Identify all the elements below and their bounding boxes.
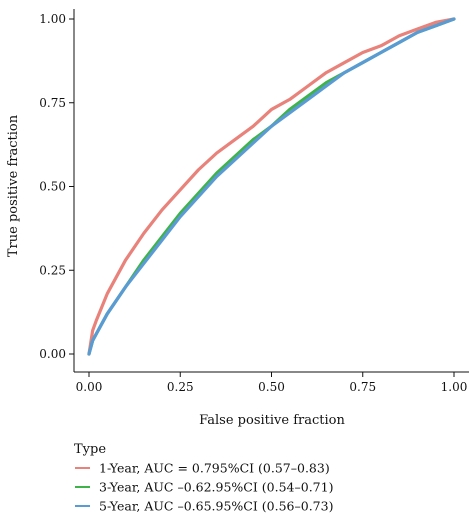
- roc-curve-3: [87, 17, 456, 356]
- y-tick-label: 0.50: [39, 180, 66, 194]
- series-lines: [87, 17, 456, 356]
- y-tick-label: 1.00: [39, 12, 66, 26]
- x-axis-title: False positive fraction: [199, 413, 345, 428]
- legend-label-1: 1-Year, AUC = 0.795%CI (0.57–0.83): [99, 461, 330, 476]
- legend-entries: 1-Year, AUC = 0.795%CI (0.57–0.83) 3-Year…: [75, 461, 333, 514]
- y-tick-label: 0.00: [39, 347, 66, 361]
- x-tick-label: 0.50: [258, 380, 285, 394]
- y-axis-ticks: 0.00 0.25 0.50 0.75 1.00: [39, 12, 74, 361]
- y-axis-title: True positive fraction: [6, 114, 21, 257]
- legend-label-2: 3-Year, AUC –0.62.95%CI (0.54–0.71): [99, 480, 333, 495]
- legend-title: Type: [74, 442, 106, 457]
- legend-label-3: 5-Year, AUC –0.65.95%CI (0.56–0.73): [99, 499, 333, 514]
- legend: Type 1-Year, AUC = 0.795%CI (0.57–0.83) 3…: [74, 442, 333, 514]
- x-tick-label: 0.25: [167, 380, 194, 394]
- y-tick-label: 0.75: [39, 96, 66, 110]
- x-tick-label: 0.00: [76, 380, 103, 394]
- x-axis-ticks: 0.00 0.25 0.50 0.75 1.00: [76, 372, 468, 394]
- roc-curve-1: [87, 17, 456, 356]
- x-tick-label: 1.00: [441, 380, 468, 394]
- y-tick-label: 0.25: [39, 263, 66, 277]
- x-tick-label: 0.75: [349, 380, 376, 394]
